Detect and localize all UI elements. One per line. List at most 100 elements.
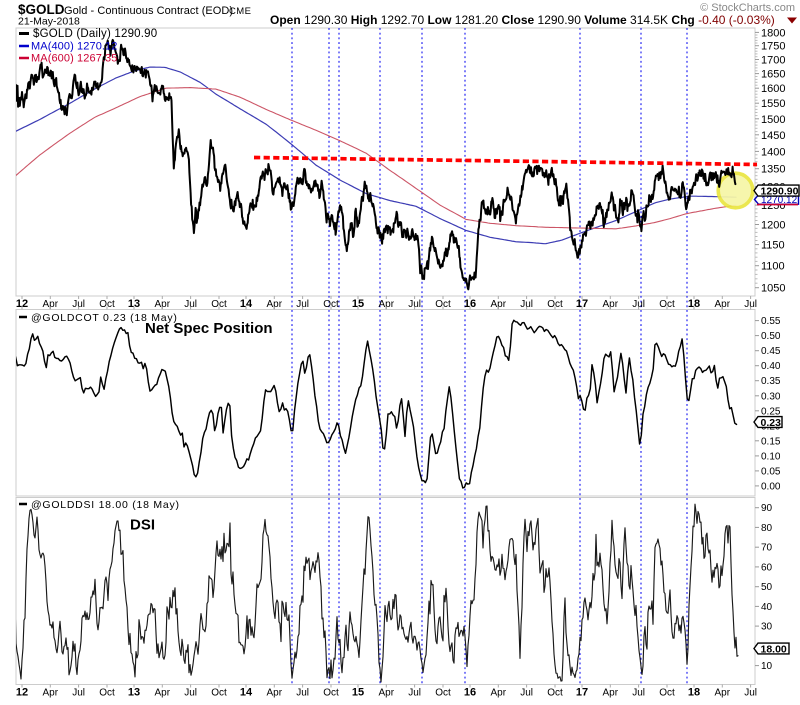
svg-text:$GOLD: $GOLD — [18, 2, 65, 17]
svg-text:Oct: Oct — [659, 688, 675, 699]
svg-text:0.50: 0.50 — [761, 331, 781, 342]
svg-text:Oct: Oct — [323, 688, 339, 699]
svg-text:MA(400) 1270.12: MA(400) 1270.12 — [31, 41, 118, 53]
svg-text:1500: 1500 — [761, 114, 785, 126]
svg-text:1400: 1400 — [761, 146, 785, 158]
svg-text:1650: 1650 — [761, 69, 785, 81]
svg-text:Apr: Apr — [43, 299, 59, 310]
svg-text:60: 60 — [761, 562, 773, 573]
svg-text:Jul: Jul — [520, 688, 533, 699]
svg-text:Jul: Jul — [184, 688, 197, 699]
svg-text:Open 1290.30 High 1292.70 Low: Open 1290.30 High 1292.70 Low 1281.20 Cl… — [270, 13, 775, 27]
svg-text:0.30: 0.30 — [761, 391, 781, 402]
svg-text:Gold - Continuous Contract (EO: Gold - Continuous Contract (EOD) — [64, 5, 233, 17]
svg-text:Oct: Oct — [435, 688, 451, 699]
svg-text:Jul: Jul — [744, 299, 757, 310]
svg-text:Apr: Apr — [155, 688, 171, 699]
svg-text:$GOLD (Daily) 1290.90: $GOLD (Daily) 1290.90 — [33, 28, 157, 40]
svg-text:© StockCharts.com: © StockCharts.com — [700, 2, 795, 14]
svg-text:30: 30 — [761, 622, 773, 633]
svg-text:0.45: 0.45 — [761, 346, 781, 357]
svg-text:Jul: Jul — [72, 299, 85, 310]
svg-text:Net Spec Position: Net Spec Position — [145, 320, 273, 337]
svg-text:Jul: Jul — [744, 688, 757, 699]
svg-text:12: 12 — [16, 687, 28, 699]
svg-text:1050: 1050 — [761, 283, 785, 295]
svg-text:1750: 1750 — [761, 41, 785, 53]
svg-text:1600: 1600 — [761, 83, 785, 95]
svg-text:1350: 1350 — [761, 164, 785, 176]
svg-text:Jul: Jul — [408, 688, 421, 699]
svg-text:13: 13 — [128, 687, 140, 699]
svg-text:16: 16 — [464, 687, 476, 699]
svg-text:18.00: 18.00 — [761, 643, 787, 655]
svg-text:17: 17 — [576, 298, 588, 310]
svg-text:Oct: Oct — [547, 299, 563, 310]
svg-text:40: 40 — [761, 602, 773, 613]
svg-text:Apr: Apr — [491, 299, 507, 310]
svg-text:0.23: 0.23 — [761, 417, 782, 429]
svg-text:Jul: Jul — [296, 299, 309, 310]
svg-text:Apr: Apr — [155, 299, 171, 310]
svg-text:18: 18 — [688, 687, 700, 699]
svg-text:17: 17 — [576, 687, 588, 699]
svg-text:Oct: Oct — [99, 299, 115, 310]
svg-text:1100: 1100 — [761, 261, 785, 273]
svg-text:CME: CME — [229, 6, 251, 17]
svg-text:Jul: Jul — [408, 299, 421, 310]
svg-text:1200: 1200 — [761, 220, 785, 232]
svg-text:Oct: Oct — [547, 688, 563, 699]
svg-text:@GOLDDSI 18.00 (18 May): @GOLDDSI 18.00 (18 May) — [31, 499, 180, 511]
svg-text:0.25: 0.25 — [761, 406, 781, 417]
svg-text:Oct: Oct — [659, 299, 675, 310]
svg-text:Apr: Apr — [715, 688, 731, 699]
svg-text:Apr: Apr — [379, 688, 395, 699]
svg-text:1150: 1150 — [761, 240, 785, 252]
svg-text:Jul: Jul — [184, 299, 197, 310]
svg-text:18: 18 — [688, 298, 700, 310]
svg-text:Jul: Jul — [296, 688, 309, 699]
svg-text:0.00: 0.00 — [761, 481, 781, 492]
svg-text:Jul: Jul — [72, 688, 85, 699]
svg-text:1450: 1450 — [761, 130, 785, 142]
svg-text:Apr: Apr — [379, 299, 395, 310]
svg-text:Oct: Oct — [435, 299, 451, 310]
svg-text:1800: 1800 — [761, 27, 785, 39]
svg-text:Jul: Jul — [520, 299, 533, 310]
svg-text:Apr: Apr — [715, 299, 731, 310]
svg-text:14: 14 — [240, 687, 253, 699]
svg-text:14: 14 — [240, 298, 253, 310]
svg-text:Oct: Oct — [99, 688, 115, 699]
svg-text:15: 15 — [352, 687, 364, 699]
svg-text:MA(600) 1267.35: MA(600) 1267.35 — [31, 53, 118, 65]
svg-text:@GOLDCOT 0.23 (18 May): @GOLDCOT 0.23 (18 May) — [31, 312, 178, 324]
svg-text:13: 13 — [128, 298, 140, 310]
svg-text:Oct: Oct — [211, 299, 227, 310]
svg-text:70: 70 — [761, 543, 773, 554]
svg-text:0.40: 0.40 — [761, 361, 781, 372]
svg-text:90: 90 — [761, 503, 773, 514]
svg-text:1270.12: 1270.12 — [761, 195, 798, 206]
svg-text:Oct: Oct — [211, 688, 227, 699]
svg-text:10: 10 — [761, 661, 773, 672]
svg-text:1290.90: 1290.90 — [761, 185, 799, 197]
svg-text:Apr: Apr — [603, 299, 619, 310]
svg-text:1550: 1550 — [761, 98, 785, 110]
svg-text:15: 15 — [352, 298, 364, 310]
svg-text:80: 80 — [761, 523, 773, 534]
svg-text:DSI: DSI — [130, 517, 155, 534]
svg-text:0.55: 0.55 — [761, 316, 781, 327]
svg-text:Apr: Apr — [43, 688, 59, 699]
svg-text:1700: 1700 — [761, 55, 785, 67]
svg-text:0.05: 0.05 — [761, 466, 781, 477]
svg-text:21-May-2018: 21-May-2018 — [18, 16, 80, 28]
svg-text:Apr: Apr — [267, 688, 283, 699]
svg-text:Jul: Jul — [632, 299, 645, 310]
svg-text:0.15: 0.15 — [761, 436, 781, 447]
svg-text:Jul: Jul — [632, 688, 645, 699]
svg-text:Apr: Apr — [491, 688, 507, 699]
svg-text:50: 50 — [761, 582, 773, 593]
svg-text:Apr: Apr — [603, 688, 619, 699]
svg-text:0.35: 0.35 — [761, 376, 781, 387]
svg-text:Oct: Oct — [323, 299, 339, 310]
